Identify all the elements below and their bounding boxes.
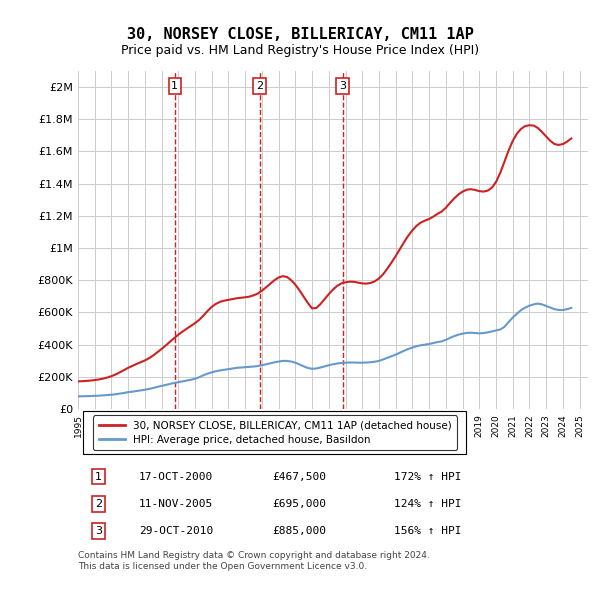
Text: £695,000: £695,000 [272,499,326,509]
FancyBboxPatch shape [83,411,466,454]
Text: 156% ↑ HPI: 156% ↑ HPI [394,526,462,536]
Text: 172% ↑ HPI: 172% ↑ HPI [394,472,462,481]
Text: 124% ↑ HPI: 124% ↑ HPI [394,499,462,509]
Text: 17-OCT-2000: 17-OCT-2000 [139,472,214,481]
Legend: 30, NORSEY CLOSE, BILLERICAY, CM11 1AP (detached house), HPI: Average price, det: 30, NORSEY CLOSE, BILLERICAY, CM11 1AP (… [94,415,457,450]
Text: £885,000: £885,000 [272,526,326,536]
Text: 29-OCT-2010: 29-OCT-2010 [139,526,214,536]
Text: 3: 3 [339,81,346,91]
Text: Price paid vs. HM Land Registry's House Price Index (HPI): Price paid vs. HM Land Registry's House … [121,44,479,57]
Text: 3: 3 [95,526,102,536]
Text: 30, NORSEY CLOSE, BILLERICAY, CM11 1AP: 30, NORSEY CLOSE, BILLERICAY, CM11 1AP [127,27,473,41]
Text: 1: 1 [172,81,178,91]
Text: 11-NOV-2005: 11-NOV-2005 [139,499,214,509]
Text: 2: 2 [95,499,102,509]
Text: 2: 2 [256,81,263,91]
Text: £467,500: £467,500 [272,472,326,481]
Text: 1: 1 [95,472,102,481]
Text: Contains HM Land Registry data © Crown copyright and database right 2024.
This d: Contains HM Land Registry data © Crown c… [78,551,430,571]
